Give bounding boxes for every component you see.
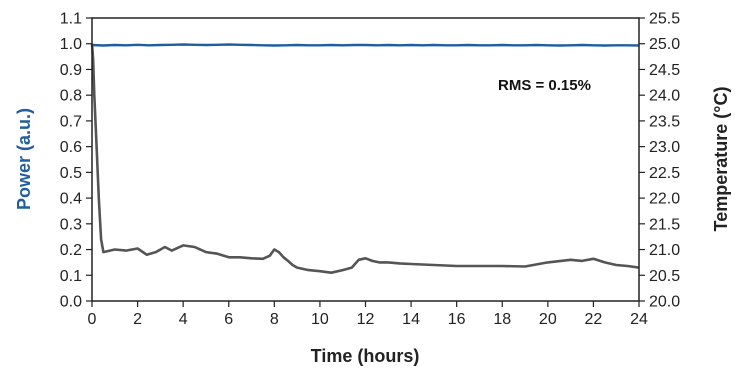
y-right-tick-label: 22.5	[649, 165, 680, 182]
x-tick-label: 18	[493, 311, 511, 328]
x-tick-label: 24	[630, 311, 648, 328]
x-tick-label: 6	[224, 311, 233, 328]
y-left-tick-label: 0.9	[60, 62, 82, 79]
y-right-tick-label: 20.5	[649, 268, 680, 285]
y-right-tick-label: 25.0	[649, 36, 680, 53]
x-tick-label: 16	[448, 311, 466, 328]
y-left-tick-label: 0.0	[60, 294, 82, 311]
y-left-tick-label: 0.8	[60, 88, 82, 105]
y-right-tick-label: 20.0	[649, 294, 680, 311]
y-right-tick-label: 23.0	[649, 139, 680, 156]
y-axis-left-title: Power (a.u.)	[14, 108, 34, 210]
y-left-tick-label: 0.5	[60, 165, 82, 182]
y-axis-right-title: Temperature (°C)	[711, 87, 731, 232]
x-tick-label: 20	[539, 311, 557, 328]
y-left-tick-label: 0.1	[60, 268, 82, 285]
y-right-tick-label: 21.0	[649, 242, 680, 259]
series-lines	[90, 43, 640, 275]
y-left-tick-label: 0.6	[60, 139, 82, 156]
power-series-line	[91, 43, 640, 47]
x-tick-label: 0	[88, 311, 97, 328]
x-axis-title: Time (hours)	[311, 346, 420, 366]
x-tick-label: 4	[179, 311, 188, 328]
y-left-tick-label: 0.4	[60, 191, 82, 208]
y-right-tick-label: 24.0	[649, 88, 680, 105]
annotation-rms: RMS = 0.15%	[498, 77, 591, 94]
x-tick-label: 22	[585, 311, 603, 328]
x-tick-label: 14	[402, 311, 420, 328]
y-left-tick-label: 0.2	[60, 242, 82, 259]
x-tick-label: 8	[270, 311, 279, 328]
y-right-tick-label: 24.5	[649, 62, 680, 79]
y-right-tick-label: 25.5	[649, 11, 680, 28]
y-left-tick-label: 0.3	[60, 216, 82, 233]
x-tick-label: 2	[133, 311, 142, 328]
y-right-tick-label: 23.5	[649, 113, 680, 130]
x-tick-label: 10	[311, 311, 329, 328]
y-right-tick-label: 21.5	[649, 216, 680, 233]
y-left-tick-label: 0.7	[60, 113, 82, 130]
y-left-tick-label: 1.1	[60, 11, 82, 28]
x-tick-label: 12	[357, 311, 375, 328]
temperature-series-line	[90, 43, 640, 275]
y-left-tick-label: 1.0	[60, 36, 82, 53]
plot-frame	[91, 17, 640, 302]
y-right-tick-label: 22.0	[649, 191, 680, 208]
axis-ticks: 0 2 4 6 8 10 12 14 16 18 20 22 240.00.10.20.30.40.50…	[60, 11, 680, 329]
